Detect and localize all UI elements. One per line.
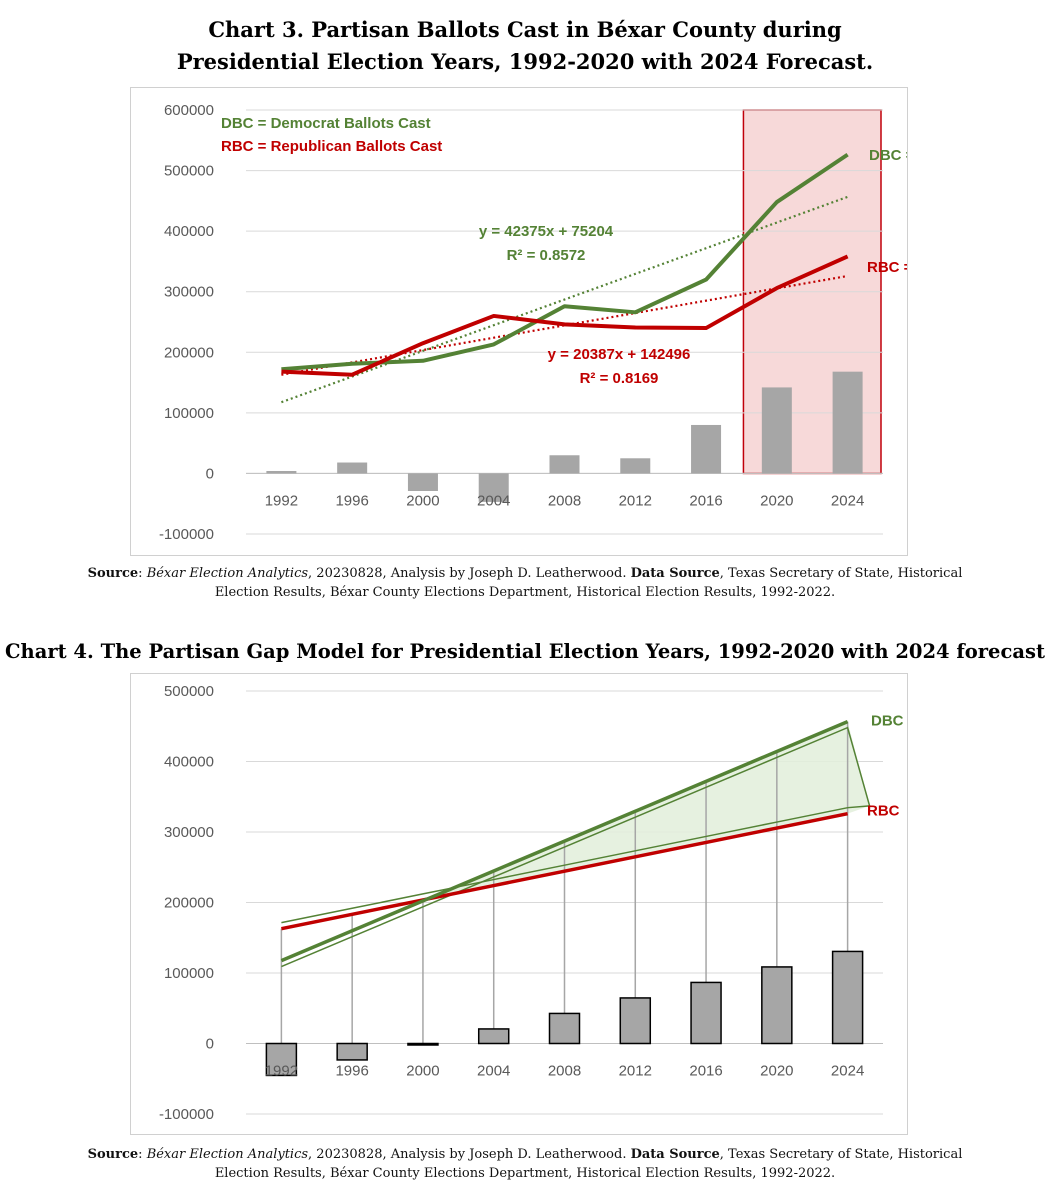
data-source-text: , Texas Secretary of State, Historical E…	[214, 566, 963, 600]
source-text: , 20230828, Analysis by Joseph D. Leathe…	[308, 1147, 631, 1162]
x-tick-label: 2020	[760, 492, 793, 509]
x-tick-label: 2012	[619, 492, 652, 509]
chart3-container: 600000 500000 400000 300000 200000 100000 0 -10…	[130, 87, 908, 556]
gap-bar	[337, 462, 368, 474]
y-tick-label: -100000	[159, 1106, 214, 1123]
source-label: Source	[87, 1147, 139, 1162]
gap-bar	[620, 458, 651, 474]
data-source-label: Data Source	[630, 566, 720, 581]
chart3-title: Chart 3. Partisan Ballots Cast in Béxar …	[0, 14, 1050, 78]
gap-bar	[266, 471, 297, 474]
y-tick-label: 0	[206, 465, 214, 482]
y-tick-label: 200000	[164, 344, 214, 361]
rbc-series-line	[281, 254, 849, 377]
x-tick-label: 2008	[548, 492, 581, 509]
y-tick-label: 400000	[164, 754, 214, 771]
x-tick-label: 2000	[406, 1063, 439, 1080]
rbc-outline-line	[281, 805, 870, 924]
y-tick-label: 500000	[164, 683, 214, 700]
x-tick-label: 1996	[335, 492, 368, 509]
y-tick-label: 0	[206, 1036, 214, 1053]
y-tick-label: 300000	[164, 284, 214, 301]
chart4-plot: 500000 400000 300000 200000 100000 0 -100000 19…	[159, 683, 904, 1123]
chart4-container: 500000 400000 300000 200000 100000 0 -100000 19…	[130, 673, 908, 1135]
legend-rbc: RBC = Republican Ballots Cast	[221, 138, 442, 155]
x-tick-label: 2016	[689, 492, 722, 509]
x-tick-label: 1996	[335, 1063, 368, 1080]
rbc-series-line	[281, 811, 848, 931]
rbc-trend-equation: y = 20387x + 142496	[548, 346, 691, 363]
x-tick-label: 2012	[619, 1063, 652, 1080]
x-tick-label: 2024	[831, 492, 864, 509]
gap-bar	[832, 371, 863, 474]
chart4-source-note: Source: Béxar Election Analytics, 202308…	[87, 1147, 963, 1181]
data-source-text: , Texas Secretary of State, Historical E…	[214, 1147, 963, 1181]
chart3-plot: 600000 500000 400000 300000 200000 100000 0 -10…	[159, 102, 907, 543]
y-tick-label: 200000	[164, 895, 214, 912]
x-tick-label: 2004	[477, 1063, 510, 1080]
x-tick-label: 2016	[689, 1063, 722, 1080]
gap-bar	[831, 950, 864, 1045]
gap-bar	[549, 455, 580, 474]
y-tick-label: 600000	[164, 102, 214, 119]
x-tick-label: 2000	[406, 492, 439, 509]
gap-bar	[761, 966, 793, 1045]
data-source-label: Data Source	[630, 1147, 720, 1162]
x-tick-label: 1992	[265, 492, 298, 509]
y-tick-label: 100000	[164, 405, 214, 422]
rbc-end-label: RBC	[867, 803, 900, 820]
gap-bar	[477, 1028, 510, 1045]
rbc-trendline	[281, 274, 848, 376]
x-tick-label: 1992	[265, 1063, 298, 1080]
gap-bar	[407, 1042, 439, 1046]
chart3-title-line2: Presidential Election Years, 1992-2020 w…	[176, 49, 874, 74]
y-tick-label: 500000	[164, 163, 214, 180]
chart4-title: Chart 4. The Partisan Gap Model for Pres…	[5, 640, 1045, 663]
y-tick-label: 300000	[164, 824, 214, 841]
gap-bar	[548, 1012, 581, 1045]
gap-bar	[478, 473, 509, 502]
dbc-trend-r2: R² = 0.8572	[507, 247, 586, 264]
x-tick-label: 2008	[548, 1063, 581, 1080]
source-publication: Béxar Election Analytics	[146, 566, 309, 581]
gap-bar	[761, 387, 792, 474]
gap-bar	[336, 1042, 368, 1061]
x-tick-label: 2004	[477, 492, 510, 509]
gap-shaded-area	[422, 721, 870, 901]
gap-bar	[265, 1042, 298, 1077]
legend-dbc: DBC = Democrat Ballots Cast	[221, 115, 431, 132]
dbc-trend-equation: y = 42375x + 75204	[479, 223, 614, 240]
rbc-trend-r2: R² = 0.8169	[580, 370, 659, 387]
rbc-end-label: RBC = 358,278	[867, 259, 907, 276]
source-label: Source	[87, 566, 139, 581]
dbc-outline-line	[281, 726, 871, 968]
chart3-source-note: Source: Béxar Election Analytics, 202308…	[87, 566, 963, 600]
chart3-title-line1: Chart 3. Partisan Ballots Cast in Béxar …	[208, 17, 842, 42]
source-text: , 20230828, Analysis by Joseph D. Leathe…	[308, 566, 631, 581]
dbc-end-label: DBC = 526,359	[869, 147, 907, 164]
source-publication: Béxar Election Analytics	[146, 1147, 309, 1162]
y-tick-label: 400000	[164, 223, 214, 240]
gap-bar	[619, 997, 652, 1045]
gap-bar	[407, 473, 438, 491]
y-tick-label: -100000	[159, 526, 214, 543]
x-tick-label: 2024	[831, 1063, 864, 1080]
y-tick-label: 100000	[164, 965, 214, 982]
x-tick-label: 2020	[760, 1063, 793, 1080]
gap-bar	[691, 424, 722, 474]
dbc-trendline	[281, 195, 848, 404]
dbc-end-label: DBC	[871, 713, 904, 730]
gap-bar	[690, 981, 722, 1045]
dbc-series-line	[280, 719, 849, 963]
